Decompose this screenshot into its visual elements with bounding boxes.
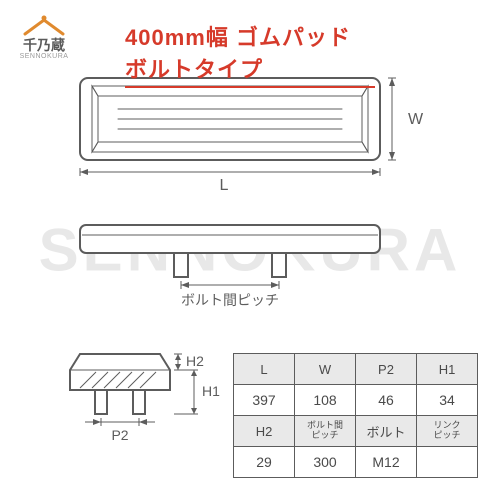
spec-header-cell: W [295, 354, 356, 385]
dim-label-H1: H1 [202, 383, 220, 399]
brand-logo: 千乃蔵 SENNOKURA [14, 14, 74, 60]
spec-header-cell: ボルト間ピッチ [295, 416, 356, 447]
spec-header-cell: H2 [234, 416, 295, 447]
dim-label-L: L [220, 177, 229, 193]
dim-label-P2: P2 [111, 427, 128, 443]
spec-value-cell: 34 [417, 385, 478, 416]
dim-label-W: W [408, 111, 424, 128]
logo-text-en: SENNOKURA [14, 53, 74, 60]
spec-value-cell: 397 [234, 385, 295, 416]
spec-value-cell: 29 [234, 447, 295, 478]
spec-header-cell: P2 [356, 354, 417, 385]
spec-header-cell: リンクピッチ [417, 416, 478, 447]
spec-value-cell [417, 447, 478, 478]
spec-table: LWP2H1 3971084634 H2ボルト間ピッチボルトリンクピッチ 29300M… [233, 353, 478, 478]
spec-value-cell: 300 [295, 447, 356, 478]
end-view-diagram: H2 H1 P2 [40, 340, 235, 470]
dim-label-bolt-pitch: ボルト間ピッチ [181, 292, 279, 308]
spec-header-cell: ボルト [356, 416, 417, 447]
dim-label-H2: H2 [186, 353, 204, 369]
spec-value-cell: 46 [356, 385, 417, 416]
side-view-diagram: ボルト間ピッチ [70, 215, 410, 315]
spec-value-cell: 108 [295, 385, 356, 416]
logo-text-jp: 千乃蔵 [14, 38, 74, 52]
spec-header-cell: H1 [417, 354, 478, 385]
page-title: 400mm幅 ゴムパッド ボルトタイプ [125, 20, 375, 88]
spec-header-cell: L [234, 354, 295, 385]
spec-value-cell: M12 [356, 447, 417, 478]
title-text: 400mm幅 ゴムパッド ボルトタイプ [125, 25, 351, 82]
title-underline [125, 86, 375, 88]
